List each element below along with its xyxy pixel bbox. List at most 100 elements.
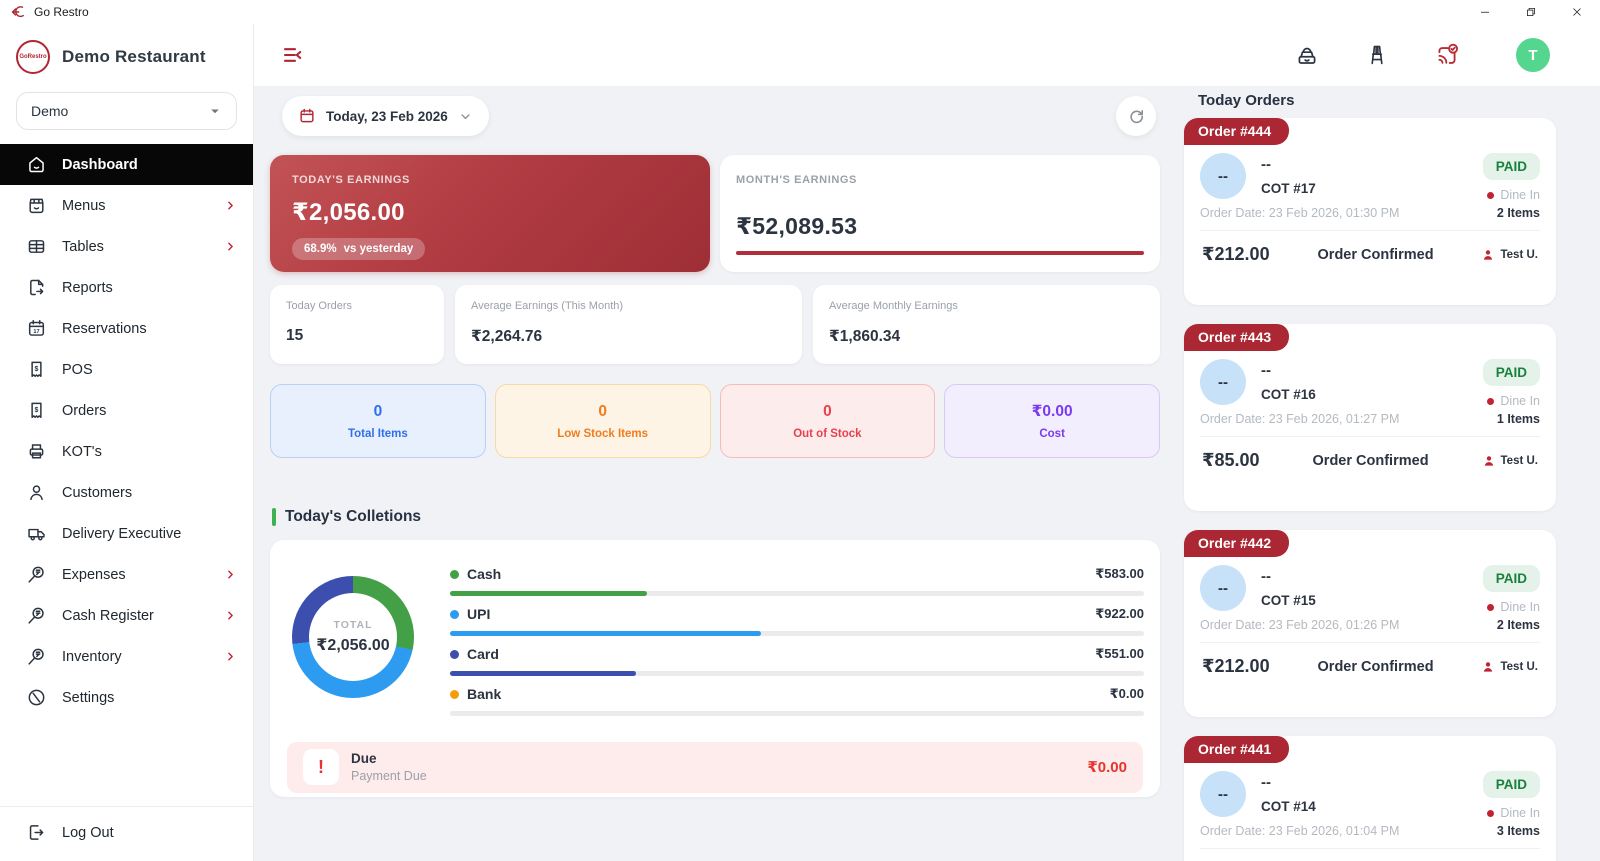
sidebar-item-label: Reports bbox=[62, 279, 113, 296]
sidebar-item-reports[interactable]: Reports bbox=[0, 267, 253, 308]
receipt-icon: $ bbox=[26, 359, 47, 380]
sidebar-item-label: Delivery Executive bbox=[62, 525, 182, 542]
collections-card: TOTAL ₹2,056.00 Cash ₹583.00 UPI ₹922.00 Car… bbox=[270, 540, 1160, 797]
sidebar-item-tables[interactable]: Tables bbox=[0, 226, 253, 267]
sidebar-item-label: Dashboard bbox=[62, 156, 138, 173]
legend-dot bbox=[450, 609, 459, 619]
order-status: Order Confirmed bbox=[1317, 658, 1434, 675]
app-title: Go Restro bbox=[34, 5, 89, 19]
legend-item-upi: UPI ₹922.00 bbox=[450, 606, 1144, 636]
order-number-tab: Order #444 bbox=[1184, 118, 1290, 145]
sidebar-item-pos[interactable]: $ POS bbox=[0, 349, 253, 390]
sidebar-item-label: Settings bbox=[62, 689, 115, 706]
chevron-down-icon bbox=[458, 109, 473, 124]
sidebar-item-dashboard[interactable]: Dashboard bbox=[0, 144, 253, 185]
stat-card-average-monthly-earnings: Average Monthly Earnings ₹1,860.34 bbox=[813, 285, 1160, 364]
gorestro-logo-icon: GoRestro bbox=[16, 40, 50, 74]
user-icon bbox=[1481, 660, 1495, 674]
legend-value: ₹0.00 bbox=[1109, 686, 1144, 701]
order-channel: Dine In bbox=[1487, 394, 1540, 408]
sidebar-collapse-icon[interactable] bbox=[281, 43, 305, 67]
legend-item-cash: Cash ₹583.00 bbox=[450, 566, 1144, 596]
sidebar-item-expenses[interactable]: Expenses bbox=[0, 554, 253, 595]
todays-earnings-title: TODAY'S EARNINGS bbox=[292, 174, 410, 186]
legend-fill bbox=[450, 671, 636, 676]
stats-row: Today Orders 15 Average Earnings (This Mon… bbox=[270, 285, 1160, 364]
chevron-right-icon bbox=[224, 568, 237, 581]
collections-legend: Cash ₹583.00 UPI ₹922.00 Card ₹551.00 Bank ₹0.0… bbox=[450, 566, 1144, 731]
legend-value: ₹922.00 bbox=[1095, 606, 1144, 621]
sidebar-footer: Log Out bbox=[0, 806, 253, 861]
sidebar-item-menus[interactable]: Menus bbox=[0, 185, 253, 226]
sidebar-item-orders[interactable]: $ Orders bbox=[0, 390, 253, 431]
chip-cost[interactable]: ₹0.00 Cost bbox=[944, 384, 1160, 458]
report-icon bbox=[26, 277, 47, 298]
order-user: Test U. bbox=[1481, 248, 1538, 262]
legend-value: ₹551.00 bbox=[1095, 646, 1144, 661]
chair-icon[interactable] bbox=[1364, 42, 1390, 68]
cast-check-icon[interactable] bbox=[1434, 42, 1460, 68]
user-icon bbox=[1481, 248, 1495, 262]
branch-selector[interactable]: Demo bbox=[16, 92, 237, 130]
order-cot: COT #16 bbox=[1261, 387, 1316, 402]
chevron-right-icon bbox=[224, 650, 237, 663]
sidebar-item-kot-s[interactable]: KOT's bbox=[0, 431, 253, 472]
order-user: Test U. bbox=[1481, 660, 1538, 674]
window-close-button[interactable] bbox=[1554, 0, 1600, 24]
user-avatar[interactable]: T bbox=[1516, 38, 1550, 72]
sidebar-item-label: Expenses bbox=[62, 566, 126, 583]
order-customer-name: -- bbox=[1261, 362, 1271, 379]
order-card-order-443[interactable]: Order #443 -- -- COT #16 PAID Dine In Order Da… bbox=[1184, 324, 1556, 511]
collections-donut: TOTAL ₹2,056.00 bbox=[292, 576, 447, 731]
order-card-order-442[interactable]: Order #442 -- -- COT #15 PAID Dine In Order Da… bbox=[1184, 530, 1556, 717]
app-frame: GoRestro Demo Restaurant Demo Dashboard M… bbox=[0, 24, 1600, 861]
main-area: T Today, 23 Feb 2026 bbox=[254, 24, 1600, 861]
chip-label: Total Items bbox=[347, 427, 408, 440]
order-card-order-444[interactable]: Order #444 -- -- COT #17 PAID Dine In Order Da… bbox=[1184, 118, 1556, 305]
date-picker[interactable]: Today, 23 Feb 2026 bbox=[282, 96, 489, 136]
window-restore-button[interactable] bbox=[1508, 0, 1554, 24]
sidebar-item-reservations[interactable]: 17 Reservations bbox=[0, 308, 253, 349]
sidebar-item-delivery-executive[interactable]: Delivery Executive bbox=[0, 513, 253, 554]
sidebar-item-inventory[interactable]: Inventory bbox=[0, 636, 253, 677]
chip-out-of-stock[interactable]: 0 Out of Stock bbox=[719, 384, 936, 458]
chevron-right-icon bbox=[224, 199, 237, 212]
receipt-icon: $ bbox=[26, 400, 47, 421]
money-search-icon bbox=[26, 564, 47, 585]
order-date: Order Date: 23 Feb 2026, 01:04 PM bbox=[1200, 824, 1400, 838]
restaurant-name: Demo Restaurant bbox=[62, 47, 206, 66]
due-banner: ! Due Payment Due ₹0.00 bbox=[287, 741, 1143, 793]
chip-low-stock-items[interactable]: 0 Low Stock Items bbox=[494, 384, 711, 458]
legend-track bbox=[450, 711, 1144, 716]
refresh-button[interactable] bbox=[1116, 96, 1156, 136]
order-amount: ₹212.00 bbox=[1202, 656, 1270, 676]
order-avatar: -- bbox=[1200, 153, 1246, 199]
donut-chart: TOTAL ₹2,056.00 bbox=[292, 576, 414, 698]
order-amount: ₹212.00 bbox=[1202, 244, 1270, 264]
stat-value: 15 bbox=[286, 327, 304, 344]
sidebar-item-label: Menus bbox=[62, 197, 106, 214]
order-items-count: 3 Items bbox=[1496, 824, 1540, 838]
order-user-name: Test U. bbox=[1500, 660, 1538, 673]
sidebar-item-cash-register[interactable]: Cash Register bbox=[0, 595, 253, 636]
logout-button[interactable]: Log Out bbox=[0, 812, 253, 853]
sidebar-item-settings[interactable]: Settings bbox=[0, 677, 253, 718]
cash-register-icon[interactable] bbox=[1294, 42, 1320, 68]
order-date: Order Date: 23 Feb 2026, 01:26 PM bbox=[1200, 618, 1400, 632]
sidebar-item-label: Customers bbox=[62, 484, 133, 501]
order-channel: Dine In bbox=[1487, 600, 1540, 614]
legend-label: Card bbox=[467, 646, 499, 662]
order-card-order-441[interactable]: Order #441 -- -- COT #14 PAID Dine In Order Da… bbox=[1184, 736, 1556, 861]
sidebar-item-customers[interactable]: Customers bbox=[0, 472, 253, 513]
window-minimize-button[interactable] bbox=[1462, 0, 1508, 24]
legend-label: UPI bbox=[467, 606, 491, 622]
sidebar-nav: Dashboard Menus Tables Reports 17 Reservation… bbox=[0, 142, 253, 806]
window-titlebar: Go Restro bbox=[0, 0, 1600, 24]
earnings-underline bbox=[736, 251, 1144, 255]
chip-value: 0 bbox=[373, 402, 383, 420]
printer-icon bbox=[26, 441, 47, 462]
order-avatar: -- bbox=[1200, 771, 1246, 817]
chip-total-items[interactable]: 0 Total Items bbox=[270, 384, 486, 458]
sidebar-header: GoRestro Demo Restaurant bbox=[0, 24, 253, 82]
collections-section-title: Today's Colletions bbox=[285, 508, 422, 525]
